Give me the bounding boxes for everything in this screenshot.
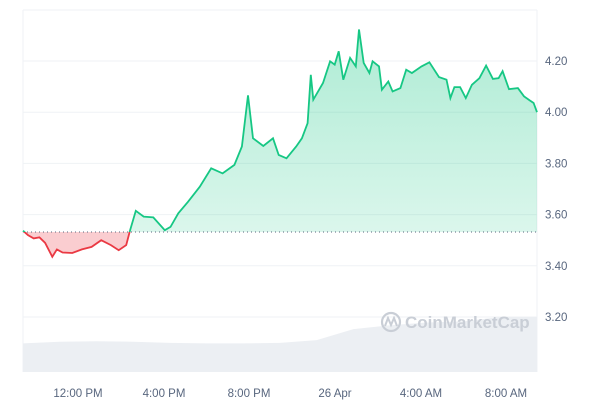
x-tick-label: 26 Apr [318,388,351,400]
x-tick-label: 8:00 AM [485,388,527,400]
y-tick-label: 3.80 [545,158,567,170]
volume-area [23,317,537,372]
watermark-logo: CoinMarketCap [380,311,530,333]
y-tick-label: 4.20 [545,56,567,68]
price-line-down [23,232,131,259]
x-tick-label: 12:00 PM [53,388,102,400]
watermark-text: CoinMarketCap [405,313,530,332]
x-tick-label: 8:00 PM [228,388,271,400]
area-above-open [23,29,537,233]
y-tick-label: 3.40 [545,261,567,273]
y-tick-label: 3.60 [545,210,567,222]
y-tick-label: 3.20 [545,312,567,324]
x-tick-label: 4:00 PM [143,388,186,400]
price-line-up [22,29,538,233]
y-tick-label: 4.00 [545,107,567,119]
x-tick-label: 4:00 AM [400,388,442,400]
